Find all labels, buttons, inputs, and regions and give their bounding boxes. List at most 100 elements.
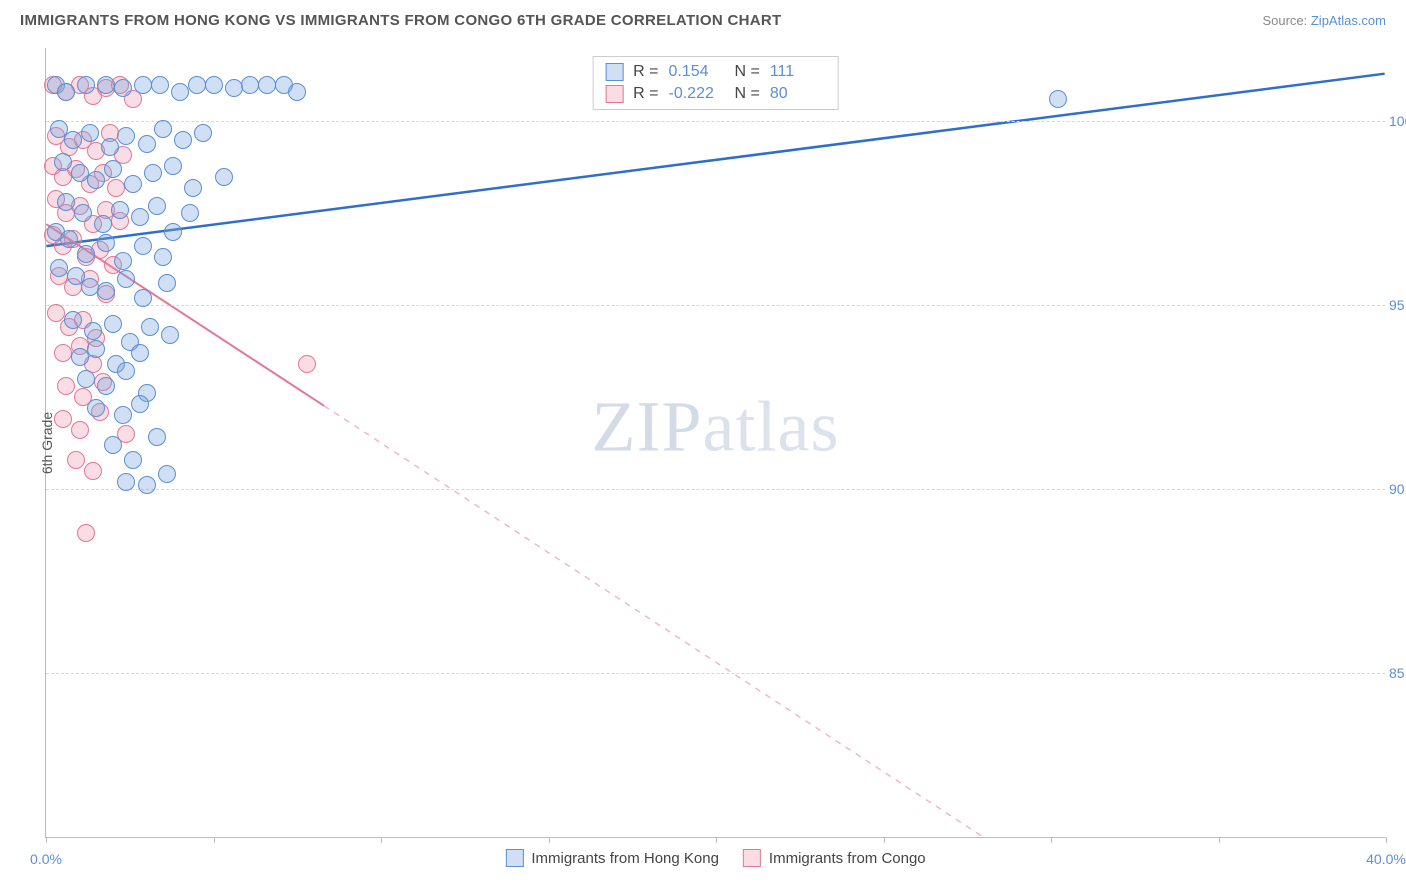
data-point-s1 [241,76,259,94]
data-point-s1 [104,160,122,178]
data-point-s1 [97,377,115,395]
n-label: N = [735,85,760,103]
r-value-s2: -0.222 [669,85,725,103]
r-label: R = [633,63,658,81]
data-point-s1 [134,76,152,94]
data-point-s1 [60,230,78,248]
x-tick-label: 0.0% [30,851,62,867]
data-point-s1 [71,164,89,182]
data-point-s1 [151,76,169,94]
data-point-s1 [141,318,159,336]
data-point-s1 [184,179,202,197]
data-point-s1 [258,76,276,94]
source-attribution: Source: ZipAtlas.com [1262,13,1386,28]
data-point-s1 [1049,90,1067,108]
data-point-s1 [64,131,82,149]
data-point-s1 [111,201,129,219]
data-point-s2 [67,451,85,469]
data-point-s1 [54,153,72,171]
data-point-s1 [174,131,192,149]
data-point-s1 [131,344,149,362]
data-point-s1 [158,274,176,292]
data-point-s1 [131,395,149,413]
x-tick [214,837,215,843]
data-point-s1 [84,322,102,340]
data-point-s1 [131,208,149,226]
data-point-s1 [124,175,142,193]
data-point-s1 [154,248,172,266]
data-point-s1 [97,76,115,94]
data-point-s1 [57,193,75,211]
data-point-s2 [47,304,65,322]
data-point-s1 [138,135,156,153]
legend-label-s2: Immigrants from Congo [769,850,926,867]
x-tick [381,837,382,843]
x-tick [1386,837,1387,843]
x-tick [46,837,47,843]
data-point-s1 [57,83,75,101]
r-value-s1: 0.154 [669,63,725,81]
data-point-s1 [117,270,135,288]
data-point-s1 [50,259,68,277]
swatch-s1 [505,849,523,867]
data-point-s1 [117,127,135,145]
data-point-s1 [164,223,182,241]
data-point-s1 [97,234,115,252]
legend-row-s1: R = 0.154 N = 111 [605,61,826,83]
data-point-s2 [84,462,102,480]
watermark: ZIPatlas [592,385,840,468]
data-point-s1 [134,289,152,307]
data-point-s1 [117,362,135,380]
data-point-s1 [74,204,92,222]
data-point-s1 [101,138,119,156]
data-point-s1 [87,171,105,189]
regression-lines [46,48,1385,837]
data-point-s1 [194,124,212,142]
data-point-s1 [288,83,306,101]
data-point-s1 [104,315,122,333]
data-point-s1 [81,278,99,296]
x-tick [1051,837,1052,843]
data-point-s1 [138,476,156,494]
y-tick-label: 85.0% [1389,665,1406,681]
x-tick-label: 40.0% [1366,851,1406,867]
swatch-s1 [605,63,623,81]
data-point-s1 [104,436,122,454]
data-point-s2 [57,377,75,395]
n-value-s1: 111 [770,63,826,81]
r-label: R = [633,85,658,103]
swatch-s2 [743,849,761,867]
data-point-s1 [94,215,112,233]
x-tick [549,837,550,843]
data-point-s1 [124,451,142,469]
gridline [46,305,1385,306]
data-point-s1 [114,79,132,97]
watermark-thin: atlas [703,386,840,466]
regression-line-s2-dashed [324,406,983,837]
data-point-s1 [64,311,82,329]
data-point-s1 [77,370,95,388]
data-point-s1 [205,76,223,94]
data-point-s2 [54,410,72,428]
data-point-s1 [154,120,172,138]
data-point-s1 [164,157,182,175]
data-point-s1 [87,340,105,358]
data-point-s2 [71,421,89,439]
data-point-s1 [117,473,135,491]
source-link[interactable]: ZipAtlas.com [1311,13,1386,28]
data-point-s2 [298,355,316,373]
data-point-s1 [97,282,115,300]
swatch-s2 [605,85,623,103]
legend-row-s2: R = -0.222 N = 80 [605,83,826,105]
legend-label-s1: Immigrants from Hong Kong [531,850,719,867]
chart-title: IMMIGRANTS FROM HONG KONG VS IMMIGRANTS … [20,12,781,29]
data-point-s1 [87,399,105,417]
data-point-s1 [114,252,132,270]
data-point-s1 [81,124,99,142]
gridline [46,489,1385,490]
data-point-s1 [77,76,95,94]
gridline [46,673,1385,674]
data-point-s1 [215,168,233,186]
gridline [46,121,1385,122]
correlation-legend: R = 0.154 N = 111 R = -0.222 N = 80 [592,56,839,110]
